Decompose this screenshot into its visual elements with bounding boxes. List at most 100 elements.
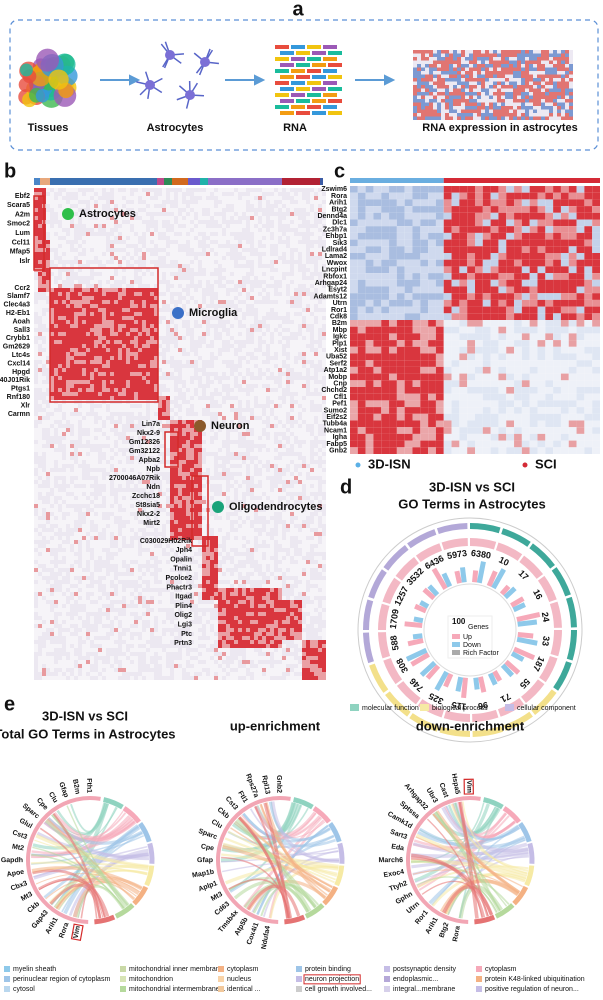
heatmap-cell xyxy=(142,544,146,548)
heatmap-cell xyxy=(142,548,146,552)
heatmap-cell xyxy=(86,380,90,384)
expr-cell xyxy=(561,50,565,54)
heatmap-cell xyxy=(98,580,102,584)
heatmap-cell xyxy=(142,312,146,316)
expr-cell xyxy=(489,64,493,68)
heatmap-cell xyxy=(82,524,86,528)
heatmap-cell xyxy=(42,644,46,648)
heatmap-cell xyxy=(54,424,58,428)
heatmap-cell xyxy=(74,200,78,204)
heatmap-cell xyxy=(70,336,74,340)
heatmap-cell xyxy=(118,420,122,424)
heatmap-cell xyxy=(134,452,138,456)
heatmap-cell xyxy=(90,240,94,244)
heatmap-cell xyxy=(110,472,114,476)
heatmap-cell xyxy=(66,548,70,552)
heatmap-cell xyxy=(126,280,130,284)
expr-cell xyxy=(509,67,513,71)
expr-cell xyxy=(417,67,421,71)
heatmap-cell xyxy=(162,476,166,480)
heatmap-cell xyxy=(130,292,134,296)
heatmap-cell xyxy=(90,596,94,600)
heatmap-cell xyxy=(70,332,74,336)
expr-cell xyxy=(457,102,461,106)
expr-cell xyxy=(461,116,465,120)
expr-cell xyxy=(545,74,549,78)
heatmap-cell xyxy=(46,496,50,500)
heatmap-cell xyxy=(62,600,66,604)
expr-cell xyxy=(541,78,545,82)
expr-cell xyxy=(441,74,445,78)
heatmap-cell xyxy=(50,456,54,460)
heatmap-cell xyxy=(34,372,38,376)
heatmap-cell xyxy=(62,420,66,424)
heatmap-cell xyxy=(78,300,82,304)
expr-cell xyxy=(513,67,517,71)
heatmap-cell xyxy=(146,284,150,288)
heatmap-cell xyxy=(134,408,138,412)
astrocyte-body xyxy=(200,57,210,67)
expr-cell xyxy=(449,50,453,54)
heatmap-cell xyxy=(122,348,126,352)
rna-strand xyxy=(307,45,321,49)
heatmap-cell xyxy=(42,276,46,280)
rna-strand xyxy=(296,63,310,67)
heatmap-cell xyxy=(86,364,90,368)
heatmap-cell xyxy=(150,544,154,548)
expr-cell xyxy=(517,116,521,120)
expr-cell xyxy=(489,71,493,75)
heatmap-cell xyxy=(134,264,138,268)
heatmap-cell xyxy=(126,608,130,612)
heatmap-cell xyxy=(54,396,58,400)
heatmap-cell xyxy=(110,440,114,444)
expr-cell xyxy=(429,116,433,120)
heatmap-cell xyxy=(46,336,50,340)
heatmap-cell xyxy=(78,232,82,236)
expr-cell xyxy=(445,99,449,103)
heatmap-cell xyxy=(122,524,126,528)
heatmap-cell xyxy=(98,220,102,224)
heatmap-cell xyxy=(118,612,122,616)
heatmap-cell xyxy=(110,392,114,396)
expr-cell xyxy=(453,71,457,75)
heatmap-cell xyxy=(62,260,66,264)
heatmap-cell xyxy=(146,676,150,680)
heatmap-cell xyxy=(130,648,134,652)
expr-cell xyxy=(441,95,445,99)
heatmap-cell xyxy=(74,512,78,516)
heatmap-cell xyxy=(122,204,126,208)
heatmap-cell xyxy=(150,460,154,464)
heatmap-cell xyxy=(142,480,146,484)
heatmap-cell xyxy=(66,264,70,268)
heatmap-cell xyxy=(70,596,74,600)
heatmap-cell xyxy=(54,412,58,416)
heatmap-cell xyxy=(154,588,158,592)
heatmap-cell xyxy=(114,464,118,468)
heatmap-cell xyxy=(34,348,38,352)
heatmap-cell xyxy=(34,384,38,388)
heatmap-cell xyxy=(62,492,66,496)
heatmap-cell xyxy=(122,628,126,632)
heatmap-cell xyxy=(146,348,150,352)
heatmap-cell xyxy=(154,392,158,396)
expr-cell xyxy=(557,113,561,117)
expr-cell xyxy=(517,60,521,64)
expr-cell xyxy=(429,53,433,57)
heatmap-cell xyxy=(154,532,158,536)
heatmap-cell xyxy=(46,452,50,456)
heatmap-cell xyxy=(118,380,122,384)
heatmap-cell xyxy=(134,540,138,544)
heatmap-cell xyxy=(50,644,54,648)
heatmap-cell xyxy=(150,564,154,568)
heatmap-cell xyxy=(54,664,58,668)
expr-cell xyxy=(429,92,433,96)
heatmap-cell xyxy=(102,416,106,420)
heatmap-cell xyxy=(74,360,78,364)
heatmap-cell xyxy=(54,268,58,272)
heatmap-cell xyxy=(102,384,106,388)
heatmap-cell xyxy=(98,644,102,648)
heatmap-cell xyxy=(98,556,102,560)
heatmap-cell xyxy=(150,576,154,580)
heatmap-cell xyxy=(114,676,118,680)
heatmap-cell xyxy=(142,492,146,496)
